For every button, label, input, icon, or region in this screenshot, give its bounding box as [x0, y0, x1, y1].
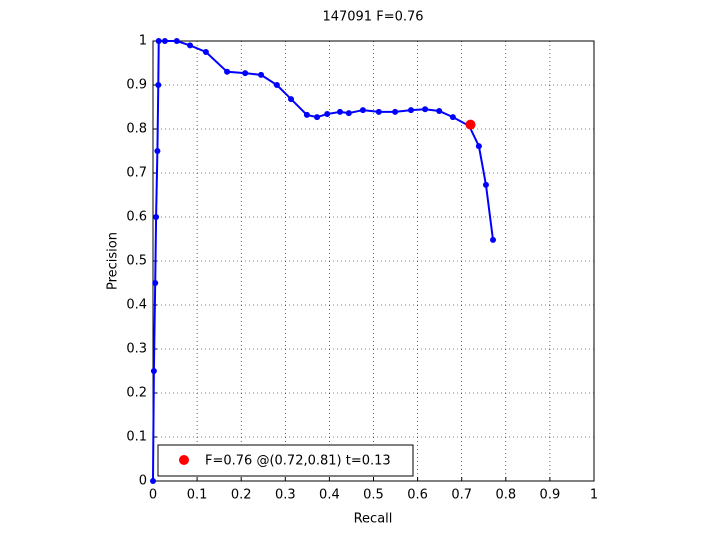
point — [314, 114, 321, 121]
plot-frame — [152, 40, 595, 482]
point — [324, 111, 331, 118]
point — [288, 96, 295, 103]
legend-marker — [179, 455, 189, 465]
y-tick-label: 0.7 — [126, 166, 147, 181]
pr-curve — [152, 40, 495, 482]
x-tick-label: 0.2 — [231, 488, 252, 503]
y-tick-label: 0.6 — [126, 210, 147, 225]
y-tick-label: 1 — [139, 34, 147, 49]
point — [155, 82, 162, 88]
legend-label: F=0.76 @(0.72,0.81) t=0.13 — [205, 454, 391, 469]
point — [345, 110, 352, 117]
point — [155, 38, 162, 44]
point — [202, 49, 209, 55]
x-tick-label: 0.5 — [363, 488, 384, 503]
point — [258, 71, 265, 78]
x-tick-label: 0.7 — [451, 488, 472, 503]
point — [150, 368, 157, 374]
x-tick-label: 0.9 — [540, 488, 561, 503]
x-tick-label: 0.4 — [319, 488, 340, 503]
x-tick-label: 1 — [590, 488, 598, 503]
y-axis-label: Precision — [106, 232, 121, 290]
point — [490, 236, 497, 243]
point — [359, 107, 366, 114]
point — [422, 106, 429, 113]
x-tick-label: 0.8 — [495, 488, 516, 503]
point — [303, 111, 310, 118]
point — [475, 143, 482, 150]
point — [436, 107, 443, 114]
y-tick-label: 0.9 — [126, 78, 147, 93]
point — [224, 68, 231, 75]
x-axis-label: Recall — [354, 512, 393, 527]
point — [273, 82, 280, 88]
point — [242, 70, 249, 77]
y-tick-label: 0.3 — [126, 342, 147, 357]
point — [152, 280, 159, 286]
point — [392, 108, 399, 115]
y-tick-label: 0 — [139, 474, 147, 489]
x-tick-label: 0.6 — [407, 488, 428, 503]
point — [154, 148, 161, 154]
x-tick-label: 0 — [149, 488, 157, 503]
best-point — [465, 119, 476, 130]
x-tick-label: 0.3 — [275, 488, 296, 503]
point — [187, 42, 194, 49]
point — [449, 114, 456, 121]
y-tick-label: 0.5 — [126, 254, 147, 269]
point — [482, 181, 489, 188]
point — [161, 38, 168, 44]
y-tick-label: 0.4 — [126, 298, 147, 313]
y-tick-label: 0.2 — [126, 386, 147, 401]
point — [407, 107, 414, 114]
y-tick-label: 0.8 — [126, 122, 147, 137]
y-tick-label: 0.1 — [126, 430, 147, 445]
point — [375, 108, 382, 115]
chart-title: 147091 F=0.76 — [322, 10, 423, 25]
point — [153, 214, 160, 220]
point — [173, 38, 180, 44]
x-tick-label: 0.1 — [187, 488, 208, 503]
point — [336, 108, 343, 115]
point — [150, 478, 156, 484]
legend-box — [157, 444, 414, 477]
